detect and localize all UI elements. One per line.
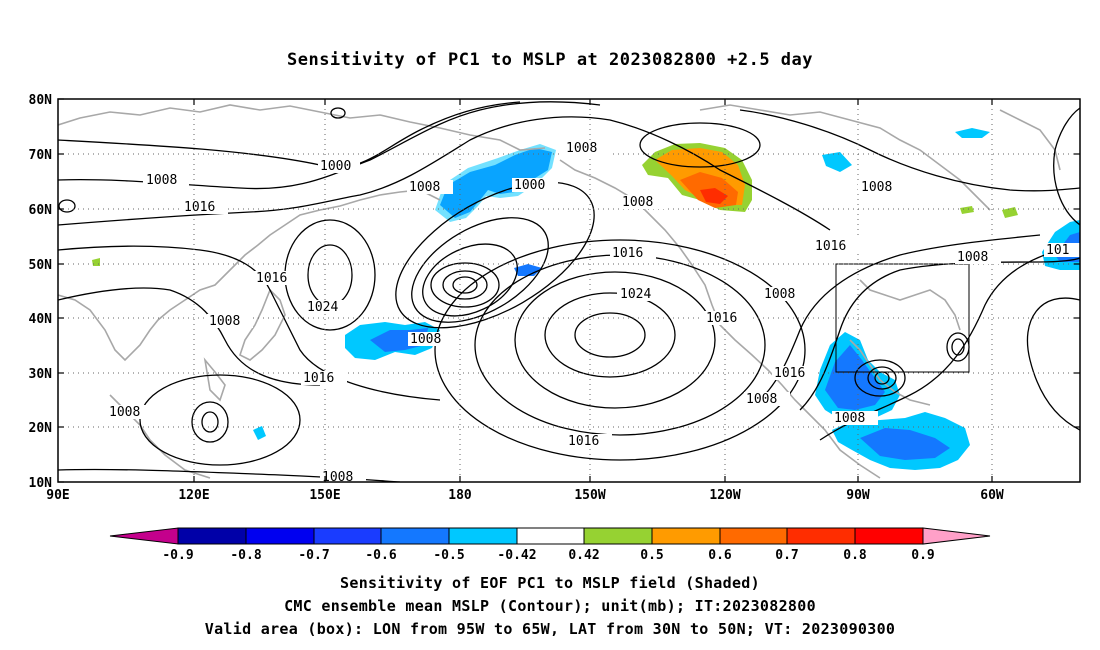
lat-label: 40N <box>29 312 53 327</box>
colorbar-swatch <box>786 527 856 545</box>
caption-contour: CMC ensemble mean MSLP (Contour); unit(m… <box>284 597 816 615</box>
gridlines <box>58 99 1080 482</box>
colorbar-label: -0.9 <box>162 548 193 563</box>
contour-label: 1008 <box>622 195 653 210</box>
colorbar-swatch <box>854 527 924 545</box>
colorbar-label: 0.9 <box>911 548 934 563</box>
caption-shading: Sensitivity of EOF PC1 to MSLP field (Sh… <box>340 574 760 592</box>
tick-marks <box>58 98 1080 483</box>
contour-label: 1008 <box>957 250 988 265</box>
contour-labels: 1000 1008 1016 1008 1000 1008 1008 1016 … <box>107 141 1080 485</box>
colorbar-label: -0.7 <box>298 548 329 563</box>
lon-label: 150E <box>309 488 340 503</box>
negative-shading-bering-light <box>435 144 556 222</box>
lat-label: 10N <box>29 476 53 491</box>
contour-label: 1008 <box>409 180 440 195</box>
colorbar-swatch <box>719 527 788 545</box>
colorbar-swatch <box>583 527 653 545</box>
contour-label: 1016 <box>184 200 215 215</box>
contour-label: 1016 <box>774 366 805 381</box>
colorbar-label: -0.5 <box>433 548 464 563</box>
colorbar-swatch <box>448 527 518 545</box>
colorbar <box>109 527 991 545</box>
contour-label: 1008 <box>109 405 140 420</box>
colorbar-labels: -0.9 -0.8 -0.7 -0.6 -0.5 -0.42 0.42 0.5 … <box>162 548 934 563</box>
colorbar-label: -0.8 <box>230 548 261 563</box>
contour-label: 1008 <box>746 392 777 407</box>
plot-frame <box>57 98 1081 483</box>
lat-label: 70N <box>29 148 53 163</box>
lon-label: 90W <box>846 488 870 503</box>
contour-label: 101 <box>1046 243 1069 258</box>
negative-shading-small <box>514 264 542 276</box>
contour-label: 1000 <box>320 159 351 174</box>
contour-label: 1008 <box>764 287 795 302</box>
colorbar-swatch <box>109 527 179 545</box>
colorbar-label: 0.5 <box>640 548 663 563</box>
caption-valid-area: Valid area (box): LON from 95W to 65W, L… <box>204 620 896 638</box>
colorbar-swatch <box>922 527 991 545</box>
contour-label: 1024 <box>620 287 651 302</box>
lon-label: 180 <box>448 488 472 503</box>
contour-label: 1016 <box>568 434 599 449</box>
contour-label: 1008 <box>410 332 441 347</box>
colorbar-swatch <box>245 527 315 545</box>
contour-label: 1008 <box>834 411 865 426</box>
contour-label: 1008 <box>566 141 597 156</box>
positive-shading-small-3 <box>92 258 100 266</box>
contour-label: 1016 <box>612 246 643 261</box>
contour-label: 1008 <box>209 314 240 329</box>
negative-shading-caribbean-core <box>860 428 950 460</box>
contour-label: 1016 <box>706 311 737 326</box>
lon-label: 120E <box>178 488 209 503</box>
lat-label: 60N <box>29 203 53 218</box>
negative-shading-nw-small <box>253 426 266 440</box>
lat-labels: 80N 70N 60N 50N 40N 30N 20N 10N <box>29 93 53 491</box>
lat-label: 80N <box>29 93 53 108</box>
contour-label: 1016 <box>303 371 334 386</box>
positive-shading-small-2 <box>1002 207 1018 218</box>
colorbar-swatch <box>177 527 247 545</box>
colorbar-swatch <box>651 527 721 545</box>
colorbar-label: 0.8 <box>843 548 867 563</box>
lon-label: 120W <box>709 488 740 503</box>
colorbar-swatch <box>516 527 585 545</box>
map-title: Sensitivity of PC1 to MSLP at 2023082800… <box>286 50 813 70</box>
negative-shading-arctic-2 <box>822 152 852 172</box>
lon-label: 60W <box>980 488 1004 503</box>
lon-labels: 90E 120E 150E 180 150W 120W 90W 60W <box>46 488 1004 503</box>
lat-label: 20N <box>29 421 53 436</box>
contour-label: 1008 <box>861 180 892 195</box>
colorbar-label: -0.6 <box>365 548 396 563</box>
contour-label: 1024 <box>307 300 338 315</box>
colorbar-label: 0.7 <box>775 548 798 563</box>
colorbar-swatch <box>380 527 450 545</box>
positive-shading-small-1 <box>960 206 974 214</box>
colorbar-label: 0.6 <box>708 548 732 563</box>
contour-label: 1008 <box>146 173 177 188</box>
shading-layer <box>92 128 1080 470</box>
colorbar-label: -0.42 <box>497 548 536 563</box>
lat-label: 50N <box>29 258 53 273</box>
contour-label: 1016 <box>256 271 287 286</box>
contour-label: 1016 <box>815 239 846 254</box>
positive-shading-red <box>700 188 728 204</box>
contour-label: 1000 <box>514 178 545 193</box>
colorbar-label: 0.42 <box>568 548 599 563</box>
negative-shading-arctic-1 <box>955 128 990 138</box>
colorbar-swatch <box>313 527 382 545</box>
lon-label: 90E <box>46 488 69 503</box>
lat-label: 30N <box>29 367 53 382</box>
lon-label: 150W <box>574 488 605 503</box>
